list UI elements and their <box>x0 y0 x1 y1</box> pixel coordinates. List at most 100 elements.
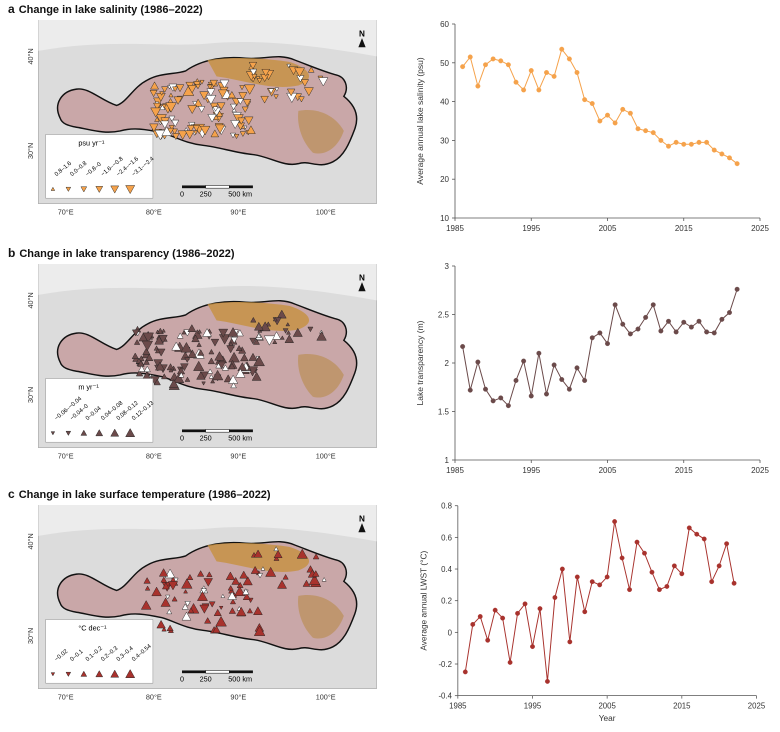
data-point <box>589 335 595 341</box>
lake-marker <box>246 607 253 614</box>
lake-marker <box>177 130 188 140</box>
lake-marker <box>195 84 201 90</box>
lake-marker <box>259 321 271 332</box>
lake-marker <box>210 378 216 384</box>
x-tick-label: 2015 <box>675 466 693 475</box>
data-point <box>635 126 641 132</box>
data-point <box>589 101 595 106</box>
x-axis-label: Year <box>599 713 616 723</box>
data-point <box>467 54 473 60</box>
panel-title-c: c Change in lake surface temperature (198… <box>8 487 271 501</box>
lake-marker <box>271 331 282 340</box>
legend-unit: °C dec⁻¹ <box>78 623 107 632</box>
data-point <box>582 609 588 615</box>
data-point <box>734 286 740 292</box>
legend-marker <box>50 672 56 677</box>
lake-marker <box>197 329 202 334</box>
lake-marker <box>316 331 327 341</box>
lake-marker <box>286 63 291 68</box>
lake-marker <box>168 125 175 131</box>
qaidam-basin <box>207 58 310 87</box>
lake-marker <box>216 102 226 111</box>
lake-marker <box>300 79 310 87</box>
lake-marker <box>298 96 305 103</box>
salinity-chart: 10 20 30 40 50 60 1985 1995 2005 2015 2025 Average … <box>415 20 769 233</box>
data-point <box>704 329 710 335</box>
data-point <box>477 614 483 619</box>
data-point <box>536 87 542 93</box>
lake-marker <box>172 86 179 93</box>
lake-marker <box>197 349 205 356</box>
lake-marker <box>231 576 241 585</box>
lake-marker <box>235 368 246 378</box>
lon-label: 70°E <box>58 208 74 217</box>
legend-marker <box>50 431 56 436</box>
lake-marker <box>171 596 178 602</box>
data-point <box>513 79 519 85</box>
legend-marker <box>50 186 56 191</box>
scale-label: 250 <box>200 674 212 683</box>
lake-marker <box>239 85 245 91</box>
legend-marker <box>95 429 104 437</box>
scale-label: 0 <box>180 189 184 198</box>
data-point <box>681 319 687 325</box>
x-tick-label: 2005 <box>598 701 616 710</box>
lake-marker <box>228 362 236 370</box>
lake-marker <box>214 351 225 361</box>
lake-marker <box>240 353 249 362</box>
data-point <box>498 395 504 401</box>
lake-marker <box>178 371 185 378</box>
y-tick-label: 30 <box>440 136 449 145</box>
lake-marker <box>149 123 159 133</box>
lake-marker <box>282 328 289 334</box>
lake-marker <box>303 87 314 97</box>
data-point <box>724 541 730 547</box>
lake-marker <box>273 94 279 100</box>
data-point <box>643 314 649 320</box>
x-tick-label: 1995 <box>522 466 540 475</box>
lake-marker <box>131 352 139 359</box>
map-legend: psu yr⁻¹0.8–1.60.0–0.8−0.8–0−1.6–−0.8−2.… <box>45 134 156 199</box>
data-point <box>627 331 633 337</box>
legend-unit: m yr⁻¹ <box>78 382 99 391</box>
lake-marker <box>154 116 160 122</box>
legend-marker <box>110 428 120 437</box>
transparency-chart: 1 1.5 2 2.5 3 1985 1995 2005 2015 2025 Lake transp… <box>415 262 769 475</box>
lake-marker <box>212 625 221 634</box>
data-point <box>597 582 603 588</box>
lake-marker <box>263 335 275 346</box>
lake-marker <box>226 345 236 354</box>
lake-marker <box>199 91 209 101</box>
data-point <box>483 62 488 68</box>
lake-marker <box>273 546 279 552</box>
lake-markers <box>149 62 329 141</box>
lake-marker <box>197 591 208 601</box>
lake-marker <box>210 129 220 138</box>
lon-label: 90°E <box>230 208 246 217</box>
data-point <box>679 571 685 577</box>
data-point <box>544 70 549 75</box>
lake-marker <box>168 367 174 373</box>
lake-marker <box>181 329 187 335</box>
data-point <box>597 330 603 336</box>
lake-marker <box>208 601 216 608</box>
lake-marker <box>292 327 303 337</box>
data-point <box>711 330 717 336</box>
data-point <box>627 110 633 116</box>
data-point <box>515 610 520 616</box>
lake-marker <box>187 324 197 332</box>
lake-marker <box>234 586 246 596</box>
lake-marker <box>160 597 171 607</box>
series-line <box>462 48 738 165</box>
lake-marker <box>227 584 234 591</box>
lake-marker <box>312 553 320 560</box>
map-legend: m yr⁻¹−0.06–−0.04−0.04–00–0.040.04–0.080… <box>45 378 156 443</box>
data-point <box>681 141 687 147</box>
lake-marker <box>168 92 174 98</box>
lake-marker <box>171 341 182 351</box>
lake-marker <box>168 115 176 123</box>
lake-marker <box>159 91 165 96</box>
lake-marker <box>256 333 262 338</box>
data-point <box>688 324 694 330</box>
lake-marker <box>236 606 247 617</box>
